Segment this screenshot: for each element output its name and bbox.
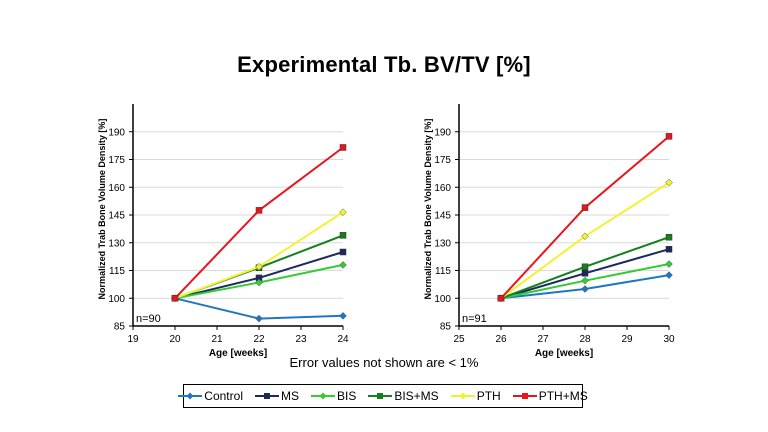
legend-label: MS: [280, 389, 299, 403]
x-axis-title: Age [weeks]: [209, 348, 267, 359]
sample-size-label: n=91: [462, 313, 487, 325]
data-point: [171, 295, 179, 302]
legend-label: BIS: [336, 389, 357, 403]
x-tick-label: 26: [495, 334, 507, 345]
x-tick-label: 27: [537, 334, 549, 345]
y-tick-label: 190: [434, 127, 451, 138]
y-axis-title: Normalized Trab Bone Volume Density [%]: [423, 119, 433, 300]
data-point: [581, 270, 589, 277]
data-point: [665, 245, 673, 253]
y-tick-label: 160: [108, 183, 125, 194]
legend-label: PTH+MS: [538, 389, 588, 403]
y-tick-label: 100: [108, 294, 125, 305]
x-tick-label: 19: [127, 334, 139, 345]
y-axis-title: Normalized Trab Bone Volume Density [%]: [97, 119, 107, 300]
y-tick-label: 130: [108, 238, 125, 249]
legend-item: BIS: [310, 389, 357, 403]
legend-label: PTH: [476, 389, 501, 403]
data-point: [665, 233, 673, 241]
legend-label: BIS+MS: [394, 389, 439, 403]
data-point: [339, 208, 347, 217]
x-tick-label: 25: [453, 334, 465, 345]
x-tick-label: 29: [621, 334, 633, 345]
figure-title: Experimental Tb. BV/TV [%]: [237, 52, 531, 77]
legend-swatch: [368, 393, 393, 399]
x-tick-label: 20: [169, 334, 181, 345]
x-tick-label: 28: [579, 334, 591, 345]
legend-item: PTH+MS: [512, 389, 588, 403]
chart-2: 85 100 115 130 145 160 175 190 25 26 27 28 29 30 Age […: [423, 104, 675, 359]
data-point: [581, 263, 589, 271]
legend-item: MS: [254, 389, 299, 403]
chart-1: 85 100 115 130 145 160 175 190 19 20 21 22 23 24 Age […: [97, 104, 349, 359]
legend-swatch: [512, 393, 537, 399]
data-point: [665, 271, 673, 279]
error-note: Error values not shown are < 1%: [289, 355, 479, 370]
data-point: [339, 261, 347, 269]
data-point: [581, 276, 589, 285]
legend-item: Control: [178, 389, 243, 403]
data-point: [581, 285, 589, 293]
legend: Control MS BIS BIS+MS PTH PTH+MS: [178, 384, 588, 408]
data-point: [497, 295, 505, 302]
legend-swatch: [310, 392, 335, 400]
data-point: [255, 278, 263, 287]
x-tick-label: 23: [295, 334, 307, 345]
y-tick-label: 85: [440, 322, 452, 333]
x-tick-label: 30: [663, 334, 675, 345]
data-point: [339, 232, 347, 239]
data-point: [255, 207, 263, 214]
data-point: [665, 260, 673, 268]
y-tick-label: 145: [434, 211, 451, 222]
legend-swatch: [450, 392, 475, 400]
data-point: [339, 144, 347, 151]
y-tick-label: 115: [435, 266, 451, 277]
data-point: [339, 311, 347, 320]
legend-swatch: [178, 392, 203, 400]
y-tick-label: 175: [434, 155, 451, 166]
y-tick-label: 115: [109, 266, 125, 277]
y-tick-label: 85: [114, 322, 126, 333]
data-point: [665, 133, 673, 140]
y-tick-label: 175: [108, 155, 125, 166]
x-tick-label: 22: [253, 334, 265, 345]
data-point: [339, 248, 347, 256]
data-point: [255, 314, 263, 323]
data-point: [255, 262, 263, 271]
x-tick-label: 21: [211, 334, 223, 345]
x-axis-title: Age [weeks]: [535, 348, 593, 359]
y-tick-label: 160: [434, 183, 451, 194]
legend-item: BIS+MS: [368, 389, 439, 403]
y-tick-label: 100: [434, 294, 451, 305]
y-tick-label: 130: [434, 238, 451, 249]
y-tick-label: 145: [108, 211, 125, 222]
data-point: [581, 204, 589, 211]
sample-size-label: n=90: [136, 313, 161, 325]
x-tick-label: 24: [337, 334, 349, 345]
y-tick-label: 190: [108, 127, 125, 138]
legend-label: Control: [204, 389, 243, 403]
data-point: [581, 232, 589, 241]
data-point: [665, 178, 673, 187]
legend-item: PTH: [450, 389, 501, 403]
legend-swatch: [254, 393, 279, 399]
